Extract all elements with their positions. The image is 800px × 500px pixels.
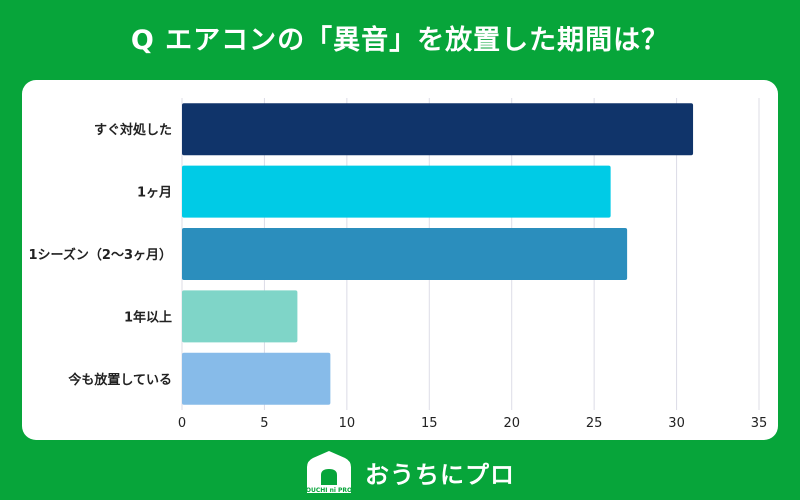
bar-3: [182, 290, 298, 343]
brand-logo: OUCHI ni PRO おうちにプロ: [303, 448, 515, 496]
brand-name: おうちにプロ: [365, 460, 515, 489]
category-label: 1ヶ月: [137, 186, 172, 201]
category-label: すぐ対処した: [94, 122, 172, 138]
x-tick-label: 30: [668, 416, 685, 431]
category-label: 今も放置している: [67, 372, 172, 388]
bars: [182, 103, 694, 405]
x-tick-labels: 0 5 10 15 20 25 30 35: [178, 416, 767, 431]
x-tick-label: 10: [339, 416, 356, 431]
house-logo-icon: OUCHI ni PRO: [306, 451, 352, 494]
x-tick-label: 25: [586, 416, 603, 431]
x-tick-label: 15: [421, 416, 438, 431]
x-tick-label: 0: [178, 416, 186, 431]
category-label: 1年以上: [124, 309, 172, 325]
bar-0: [182, 103, 694, 156]
bar-4: [182, 352, 331, 405]
category-label: 1シーズン（2～3ヶ月）: [29, 247, 173, 263]
x-tick-label: 5: [260, 416, 268, 431]
logo-caption: OUCHI ni PRO: [306, 487, 352, 494]
chart-card: すぐ対処した 1ヶ月 1シーズン（2～3ヶ月） 1年以上今も放置している 0 5 10 15…: [22, 80, 778, 440]
footer: OUCHI ni PRO おうちにプロ: [0, 448, 800, 500]
x-tick-label: 35: [751, 416, 768, 431]
bar-2: [182, 228, 628, 280]
bar-1: [182, 165, 611, 218]
x-tick-label: 20: [503, 416, 520, 431]
chart-title: Q エアコンの「異音」を放置した期間は？: [130, 25, 670, 56]
